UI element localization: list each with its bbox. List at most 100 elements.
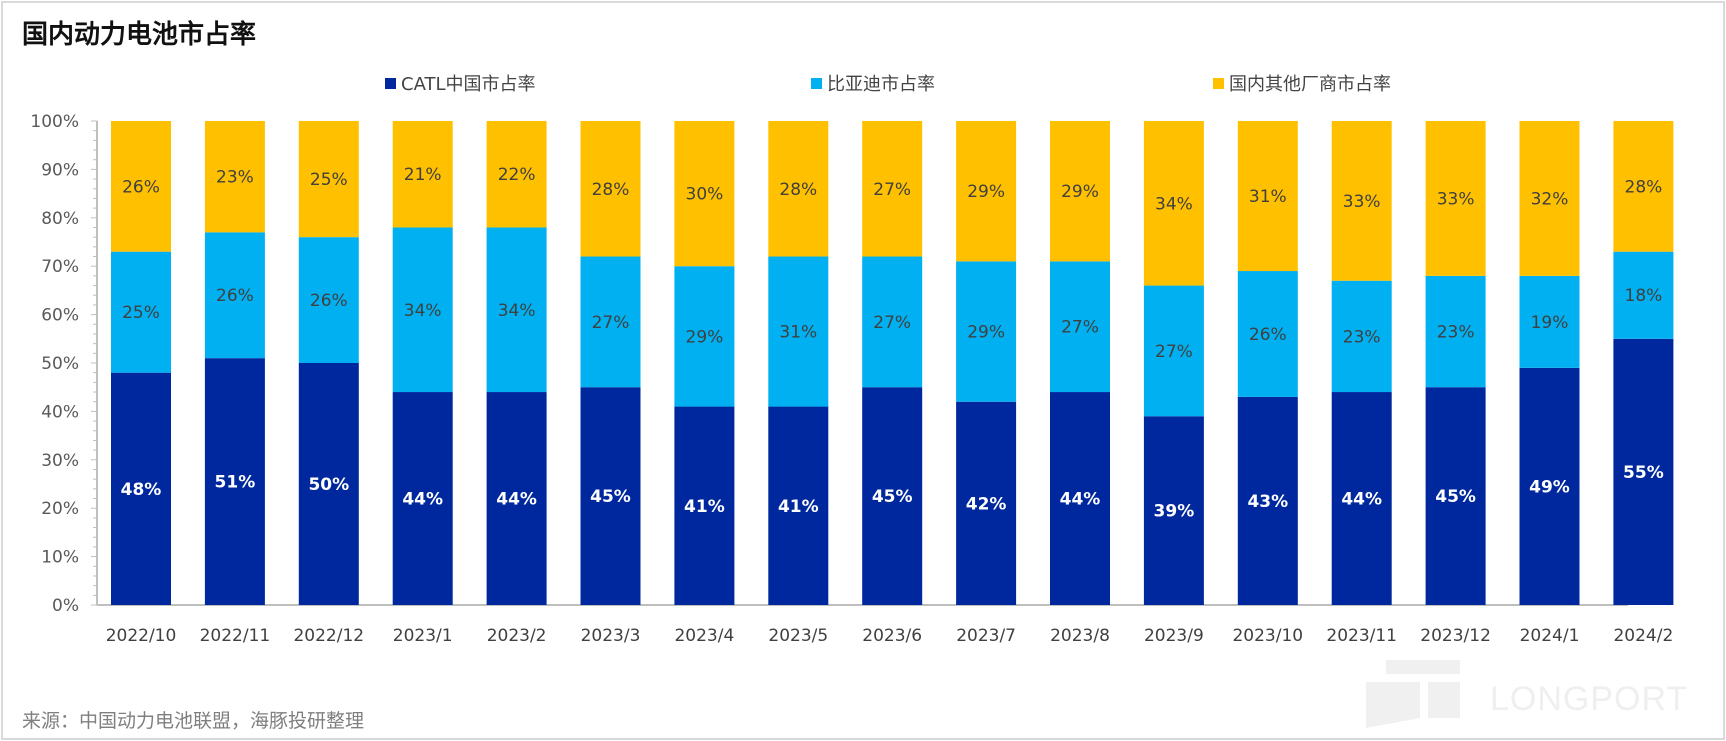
y-tick-label: 70%	[41, 257, 79, 277]
data-label-catl: 44%	[402, 490, 443, 510]
bar-byd	[1143, 285, 1204, 417]
y-tick-label: 80%	[41, 209, 79, 229]
bar-catl	[1519, 367, 1580, 605]
data-label-other: 25%	[310, 170, 348, 190]
legend-label-byd: 比亚迪市占率	[827, 74, 935, 95]
data-label-other: 26%	[122, 177, 160, 197]
y-tick-label: 50%	[41, 354, 79, 374]
bar-catl	[956, 401, 1017, 605]
data-label-other: 32%	[1531, 189, 1569, 209]
bar-byd	[204, 232, 265, 359]
legend-swatch-catl	[385, 77, 396, 89]
bar-catl	[674, 406, 735, 605]
watermark-longport: LONGPORT	[1490, 680, 1689, 718]
data-label-catl: 41%	[778, 497, 819, 517]
data-label-catl: 41%	[684, 497, 725, 517]
bar-byd	[580, 256, 641, 388]
bar-byd	[862, 256, 923, 388]
bar-catl	[1143, 416, 1204, 605]
bar-other	[1237, 121, 1298, 272]
legend-swatch-byd	[811, 77, 822, 89]
y-tick-label: 40%	[41, 402, 79, 422]
data-label-other: 30%	[686, 185, 724, 205]
bar-other	[768, 121, 829, 257]
bar-catl	[298, 363, 359, 605]
bar-catl	[392, 392, 453, 605]
bar-byd	[956, 261, 1017, 402]
data-label-byd: 26%	[1249, 325, 1287, 345]
data-label-other: 29%	[967, 182, 1005, 202]
data-label-catl: 39%	[1154, 502, 1195, 522]
x-tick-label: 2024/1	[1520, 626, 1580, 646]
data-label-catl: 42%	[966, 494, 1007, 514]
bar-other	[111, 121, 171, 252]
data-label-catl: 50%	[308, 475, 349, 495]
legend-item-byd: 比亚迪市占率	[811, 70, 935, 96]
x-tick-label: 2023/3	[581, 626, 641, 646]
data-label-other: 28%	[1625, 177, 1663, 197]
legend-item-catl: CATL中国市占率	[385, 70, 536, 96]
bar-other	[674, 121, 735, 267]
data-label-catl: 45%	[872, 487, 913, 507]
bar-catl	[1613, 338, 1674, 605]
x-tick-label: 2022/11	[200, 626, 271, 646]
data-label-byd: 29%	[967, 323, 1005, 343]
data-label-byd: 23%	[1437, 323, 1475, 343]
bar-other	[1519, 121, 1580, 276]
data-label-other: 29%	[1061, 182, 1099, 202]
data-label-other: 27%	[873, 180, 911, 200]
chart-title: 国内动力电池市占率	[22, 20, 257, 50]
bar-other	[1331, 121, 1392, 281]
bar-other	[1050, 121, 1110, 262]
bar-other	[486, 121, 547, 228]
x-tick-label: 2023/1	[393, 626, 453, 646]
legend-swatch-other	[1213, 77, 1224, 89]
y-tick-label: 10%	[41, 548, 79, 568]
x-tick-label: 2022/12	[293, 626, 364, 646]
bar-catl	[204, 358, 265, 605]
data-label-catl: 44%	[496, 490, 537, 510]
y-tick-label: 90%	[41, 160, 79, 180]
data-label-catl: 45%	[1435, 487, 1476, 507]
bar-byd	[674, 266, 735, 407]
data-label-byd: 18%	[1625, 286, 1663, 306]
data-label-catl: 44%	[1060, 490, 1101, 510]
data-label-catl: 48%	[121, 480, 162, 500]
data-label-catl: 51%	[215, 473, 256, 493]
x-tick-label: 2024/2	[1613, 626, 1673, 646]
x-tick-label: 2023/4	[674, 626, 734, 646]
bar-other	[956, 121, 1017, 262]
bar-byd	[1519, 275, 1580, 368]
bar-catl	[1331, 392, 1392, 605]
x-tick-label: 2023/6	[862, 626, 922, 646]
data-label-other: 28%	[779, 180, 817, 200]
bar-byd	[1237, 271, 1298, 397]
bar-byd	[392, 227, 453, 393]
bar-byd	[486, 227, 547, 393]
data-label-catl: 44%	[1341, 490, 1382, 510]
x-tick-label: 2023/8	[1050, 626, 1110, 646]
data-label-catl: 45%	[590, 487, 631, 507]
bar-catl	[580, 387, 641, 605]
x-tick-label: 2023/12	[1420, 626, 1491, 646]
bar-byd	[1331, 280, 1392, 393]
bar-other	[392, 121, 453, 228]
x-tick-label: 2022/10	[106, 626, 177, 646]
source-note: 来源：中国动力电池联盟，海豚投研整理	[22, 710, 365, 732]
bar-catl	[111, 372, 171, 605]
data-label-byd: 27%	[873, 313, 911, 333]
data-label-byd: 27%	[592, 313, 630, 333]
y-tick-label: 100%	[30, 112, 79, 132]
data-label-catl: 55%	[1623, 463, 1664, 483]
data-label-catl: 43%	[1247, 492, 1288, 512]
data-label-byd: 31%	[779, 323, 817, 343]
bar-other	[862, 121, 923, 257]
data-label-byd: 25%	[122, 303, 160, 323]
data-label-byd: 29%	[686, 327, 724, 347]
data-label-byd: 34%	[498, 301, 536, 321]
x-tick-label: 2023/9	[1144, 626, 1204, 646]
y-tick-label: 0%	[52, 596, 79, 616]
data-label-other: 33%	[1437, 189, 1475, 209]
data-label-other: 22%	[498, 165, 536, 185]
